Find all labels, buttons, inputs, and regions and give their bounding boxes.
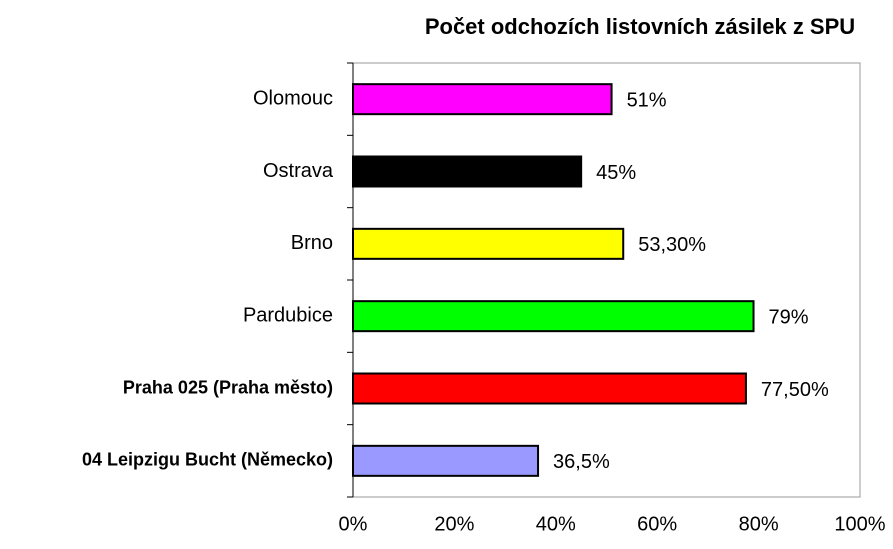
data-label: 45%	[596, 162, 636, 184]
y-tick-label: 04 Leipzigu Bucht (Německo)	[82, 450, 333, 470]
data-label: 36,5%	[553, 451, 610, 473]
y-tick-label: Olomouc	[253, 87, 333, 109]
x-tick-label: 0%	[339, 513, 368, 535]
y-tick-label: Pardubice	[243, 304, 333, 326]
data-label: 79%	[769, 306, 809, 328]
data-label: 51%	[627, 89, 667, 111]
y-tick-label: Praha 025 (Praha město)	[123, 377, 333, 397]
x-tick-label: 80%	[739, 513, 779, 535]
bar	[352, 227, 625, 260]
y-tick-label: Brno	[291, 232, 333, 254]
bar	[352, 444, 540, 477]
plot-frame	[352, 62, 861, 498]
data-label: 53,30%	[638, 234, 706, 256]
x-tick-label: 20%	[434, 513, 474, 535]
bar	[352, 372, 747, 405]
x-tick-label: 100%	[834, 513, 885, 535]
bar	[352, 155, 583, 188]
data-label: 77,50%	[761, 379, 829, 401]
bar	[352, 83, 613, 116]
x-tick-label: 60%	[637, 513, 677, 535]
chart-title: Počet odchozích listovních zásilek z SPU	[425, 14, 855, 39]
x-tick-label: 40%	[536, 513, 576, 535]
y-tick-label: Ostrava	[263, 160, 334, 182]
bar	[352, 300, 755, 333]
